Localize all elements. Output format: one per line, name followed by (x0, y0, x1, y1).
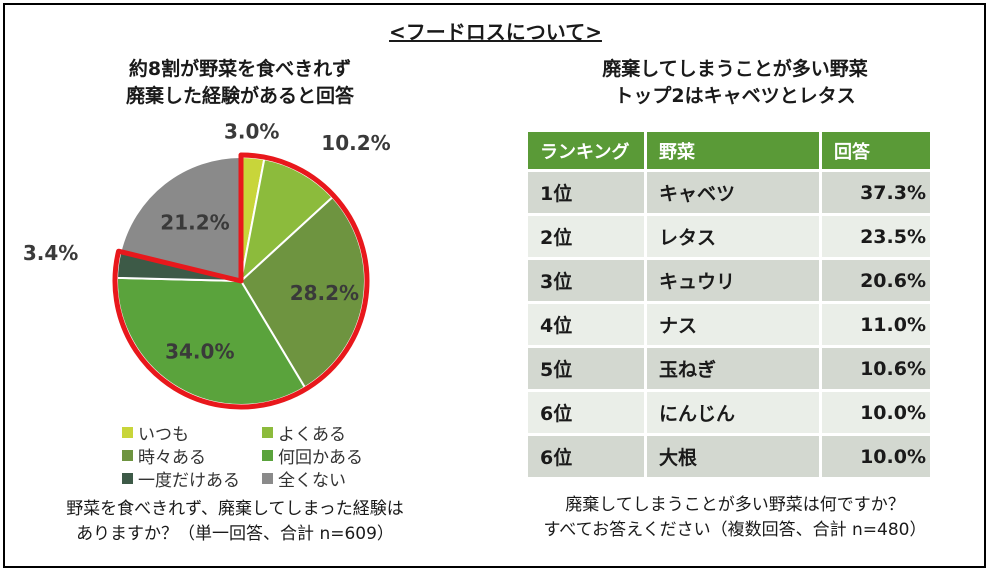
pie-slices (112, 152, 370, 410)
legend-label-5: 一度だけある (138, 471, 240, 491)
pie-labels: 3.0% 10.2% 28.2% 34.0% 3.4% 21.2% (23, 120, 391, 364)
cell-vegetable: ナス (647, 301, 822, 345)
legend-swatch-6 (262, 473, 273, 484)
cell-rank: 6位 (528, 389, 647, 433)
cell-vegetable: レタス (647, 213, 822, 257)
table-title-line2: トップ2はキャベツとレタス (614, 85, 856, 107)
pie-chart-title: 約8割が野菜を食べきれず 廃棄した経験があると回答 (40, 56, 440, 110)
cell-vegetable: 大根 (647, 433, 822, 477)
pie-chart: 3.0% 10.2% 28.2% 34.0% 3.4% 21.2% (23, 120, 391, 410)
table-row: 1位 キャベツ 37.3% (528, 169, 930, 213)
ranking-table: ランキング 野菜 回答 1位 キャベツ 37.3% 2位 レタス 23.5% 3位 キュウリ 2… (528, 132, 930, 477)
table-row: 5位 玉ねぎ 10.6% (528, 345, 930, 389)
cell-vegetable: 玉ねぎ (647, 345, 822, 389)
pie-label-4: 34.0% (165, 340, 234, 364)
table-row: 2位 レタス 23.5% (528, 213, 930, 257)
pie-label-6: 21.2% (160, 211, 229, 235)
cell-rank: 6位 (528, 433, 647, 477)
cell-answer: 11.0% (822, 301, 930, 345)
pie-caption-line2: ありますか？（単一回答、合計 n=609） (76, 524, 394, 544)
table-row: 6位 にんじん 10.0% (528, 389, 930, 433)
table-header-row: ランキング 野菜 回答 (528, 132, 930, 169)
cell-answer: 23.5% (822, 213, 930, 257)
legend-swatch-5 (122, 473, 133, 484)
cell-vegetable: にんじん (647, 389, 822, 433)
legend-item-5: 一度だけある (122, 466, 240, 491)
cell-vegetable: キュウリ (647, 257, 822, 301)
outer-frame (3, 3, 986, 568)
cell-answer: 37.3% (822, 169, 930, 213)
pie-title-line2: 廃棄した経験があると回答 (125, 85, 354, 107)
pie-highlight-outline (112, 152, 370, 410)
cell-answer: 10.0% (822, 389, 930, 433)
table-caption-line1: 廃棄してしまうことが多い野菜は何ですか？ (565, 495, 905, 515)
cell-rank: 5位 (528, 345, 647, 389)
pie-label-3: 28.2% (290, 281, 359, 305)
legend-label-6: 全くない (278, 471, 346, 491)
table-title-line1: 廃棄してしまうことが多い野菜 (602, 58, 868, 80)
table-body: 1位 キャベツ 37.3% 2位 レタス 23.5% 3位 キュウリ 20.6% 4位 ナス 11.0… (528, 169, 930, 477)
pie-slice-6 (119, 155, 242, 283)
legend-item-4: 何回かある (262, 443, 363, 468)
legend-swatch-3 (122, 450, 133, 461)
legend-label-2: よくある (278, 425, 346, 445)
cell-rank: 4位 (528, 301, 647, 345)
table-caption: 廃棄してしまうことが多い野菜は何ですか？ すべてお答えください（複数回答、合計 … (520, 493, 950, 543)
pie-label-5: 3.4% (23, 241, 78, 265)
col-header-rank: ランキング (528, 132, 647, 169)
cell-vegetable: キャベツ (647, 169, 822, 213)
legend-swatch-1 (122, 427, 133, 438)
cell-rank: 1位 (528, 169, 647, 213)
legend-item-1: いつも (122, 420, 189, 445)
pie-title-line1: 約8割が野菜を食べきれず (128, 58, 352, 80)
table-caption-line2: すべてお答えください（複数回答、合計 n=480） (543, 520, 927, 540)
cell-answer: 20.6% (822, 257, 930, 301)
pie-label-2: 10.2% (321, 131, 390, 155)
main-title: <フードロスについて> (0, 16, 991, 45)
table-chart-title: 廃棄してしまうことが多い野菜 トップ2はキャベツとレタス (530, 56, 940, 110)
legend-swatch-2 (262, 427, 273, 438)
legend-swatch-4 (262, 450, 273, 461)
col-header-answer: 回答 (822, 132, 930, 169)
legend-label-1: いつも (138, 425, 189, 445)
legend-label-3: 時々ある (138, 448, 206, 468)
legend-label-4: 何回かある (278, 448, 363, 468)
cell-answer: 10.0% (822, 433, 930, 477)
legend-item-2: よくある (262, 420, 346, 445)
main-title-text: <フードロスについて> (389, 20, 602, 44)
col-header-vegetable: 野菜 (647, 132, 822, 169)
pie-label-1: 3.0% (224, 120, 279, 144)
pie-caption-line1: 野菜を食べきれず、廃棄してしまった経験は (66, 499, 404, 519)
legend-item-6: 全くない (262, 466, 346, 491)
cell-rank: 3位 (528, 257, 647, 301)
legend-item-3: 時々ある (122, 443, 206, 468)
table-row: 6位 大根 10.0% (528, 433, 930, 477)
table-row: 4位 ナス 11.0% (528, 301, 930, 345)
cell-answer: 10.6% (822, 345, 930, 389)
cell-rank: 2位 (528, 213, 647, 257)
pie-caption: 野菜を食べきれず、廃棄してしまった経験は ありますか？（単一回答、合計 n=60… (20, 497, 450, 547)
table-row: 3位 キュウリ 20.6% (528, 257, 930, 301)
